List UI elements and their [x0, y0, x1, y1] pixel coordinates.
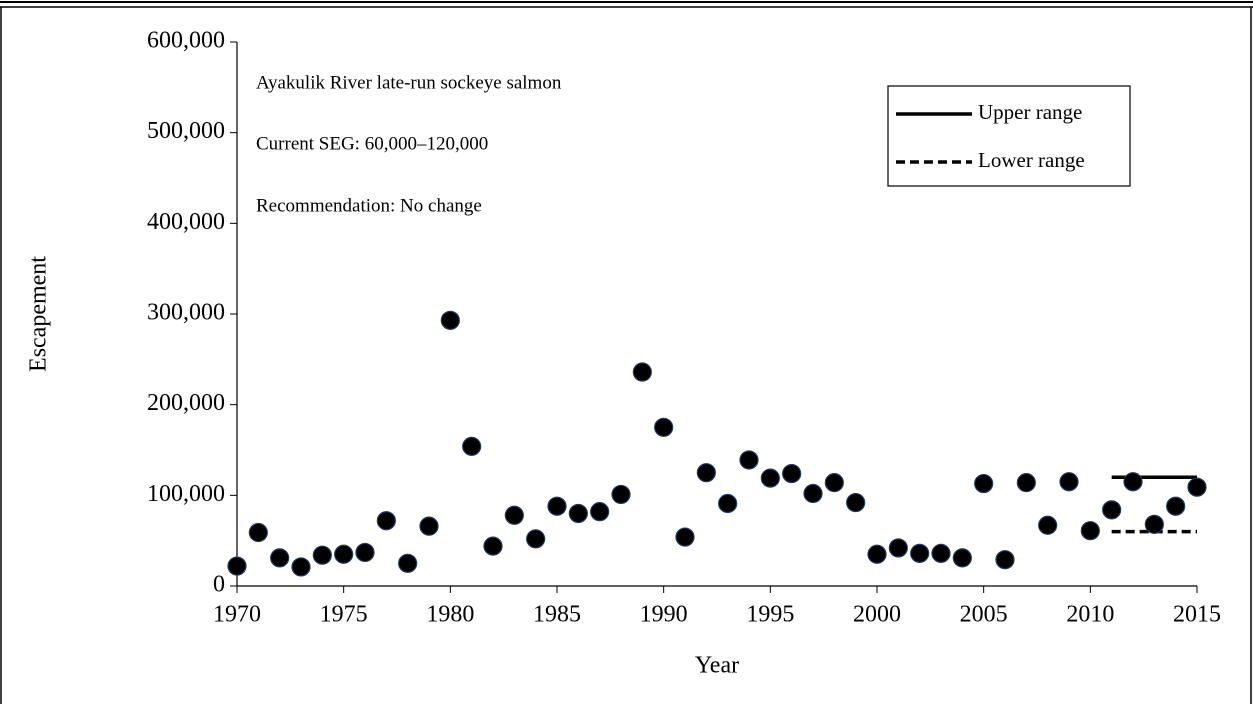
annotation: Recommendation: No change [256, 195, 482, 216]
data-point [398, 553, 418, 573]
data-point [1038, 515, 1058, 535]
data-point [739, 450, 759, 470]
data-point [675, 527, 695, 547]
data-point [718, 493, 738, 514]
data-point [355, 542, 375, 563]
legend [887, 85, 1131, 187]
data-point [270, 548, 290, 568]
data-point [568, 503, 588, 524]
data-point [782, 463, 802, 484]
legend-label: Upper range [978, 100, 1082, 124]
data-point [952, 548, 972, 568]
data-point [440, 310, 460, 330]
data-point [1187, 477, 1207, 497]
x-tick-label: 1970 [213, 602, 261, 628]
data-point [1016, 473, 1036, 493]
data-point [654, 417, 674, 437]
data-point [824, 473, 844, 493]
data-point [803, 483, 823, 504]
data-point [846, 492, 866, 513]
data-point [995, 550, 1015, 570]
y-tick-label: 400,000 [147, 209, 225, 235]
x-tick-label: 1975 [320, 602, 368, 628]
y-tick-label: 300,000 [147, 300, 225, 326]
x-tick-label: 2000 [853, 602, 901, 628]
x-tick-label: 2010 [1066, 602, 1114, 628]
data-point [504, 505, 524, 525]
data-point [483, 536, 503, 556]
data-point [1080, 521, 1100, 541]
y-axis-label: Escapement [26, 256, 52, 372]
x-tick-label: 1990 [640, 602, 688, 628]
data-point [462, 436, 482, 456]
legend-label: Lower range [978, 148, 1085, 172]
data-point [227, 556, 247, 576]
data-point [931, 543, 951, 563]
x-tick-label: 2005 [960, 602, 1008, 628]
data-point [291, 557, 311, 577]
data-point [590, 502, 610, 522]
x-tick-label: 1985 [533, 602, 581, 628]
data-point [888, 538, 908, 558]
data-point [760, 468, 780, 488]
y-tick-label: 500,000 [147, 118, 225, 144]
x-axis-label: Year [695, 653, 739, 679]
data-point [376, 511, 396, 531]
data-point [632, 362, 652, 382]
data-point [867, 544, 887, 564]
y-tick-label: 0 [213, 572, 225, 598]
data-point [910, 543, 930, 563]
x-tick-label: 1980 [426, 602, 474, 628]
data-point [696, 463, 716, 483]
data-point [1144, 514, 1164, 534]
data-point [611, 484, 631, 505]
y-tick-label: 200,000 [147, 390, 225, 416]
data-point [419, 516, 439, 536]
data-point [547, 496, 567, 516]
data-point [974, 473, 994, 494]
data-point [334, 544, 354, 564]
x-tick-label: 2015 [1173, 602, 1221, 628]
annotation: Ayakulik River late-run sockeye salmon [256, 72, 562, 93]
y-tick-label: 100,000 [147, 481, 225, 507]
data-point [1059, 472, 1079, 492]
x-tick-label: 1995 [746, 602, 794, 628]
data-point [1102, 500, 1122, 520]
data-point [1166, 496, 1186, 516]
data-point [526, 529, 546, 549]
data-point [312, 545, 332, 565]
annotation: Current SEG: 60,000–120,000 [256, 133, 488, 154]
data-point [1123, 472, 1143, 492]
data-point [248, 522, 268, 543]
y-tick-label: 600,000 [147, 28, 225, 54]
